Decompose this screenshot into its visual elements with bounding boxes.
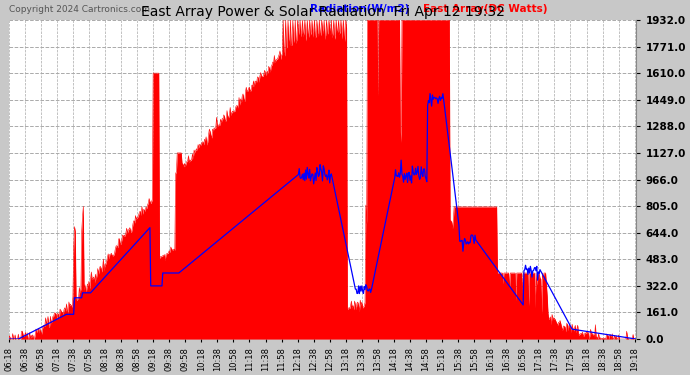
Text: East Array(DC Watts): East Array(DC Watts) (423, 3, 547, 13)
Text: Copyright 2024 Cartronics.com: Copyright 2024 Cartronics.com (9, 4, 150, 13)
Title: East Array Power & Solar Radiation  Fri Apr 12 19:32: East Array Power & Solar Radiation Fri A… (141, 5, 504, 19)
Text: Radiation(W/m2): Radiation(W/m2) (310, 3, 409, 13)
